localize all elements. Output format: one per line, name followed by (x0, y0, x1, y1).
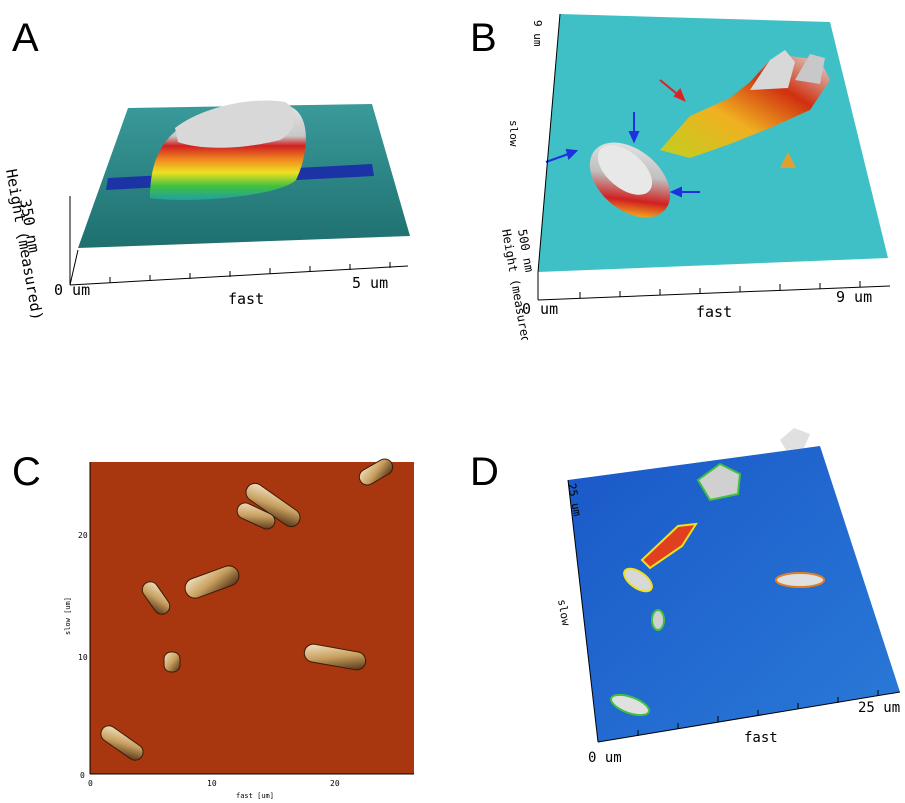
axis-x-start: 0 um (54, 281, 90, 299)
y-tick-0: 0 (80, 771, 85, 780)
axis-y-end: 9 um (531, 20, 544, 47)
axis-y-label: slow (507, 120, 520, 147)
bacteria (610, 428, 825, 717)
axis-x-label: fast (696, 303, 732, 321)
red-arrow (659, 79, 686, 102)
panel-letter-c: C (12, 450, 41, 494)
axis-y-label: slow (555, 598, 572, 627)
x-tick-20: 20 (330, 779, 340, 788)
surface-plane (568, 446, 900, 742)
axis-x-end: 25 um (858, 700, 900, 716)
axis-x-start: 0 um (588, 750, 622, 766)
panel-c-amplitude-image: 20 10 0 slow [um] 0 10 20 fast [um] (64, 458, 414, 800)
axis-x-label: fast [um] (236, 792, 274, 800)
panel-letter-d: D (470, 450, 499, 494)
axis-x-end: 5 um (352, 274, 388, 292)
panel-d-3d-surface: 25 um slow 0 um 25 um fast (555, 428, 900, 766)
x-tick-10: 10 (207, 779, 217, 788)
bacteria (100, 458, 394, 761)
x-tick-0: 0 (88, 779, 93, 788)
panel-letter-b: B (470, 16, 497, 60)
blue-arrows (545, 112, 700, 198)
axis-x-label: fast (744, 730, 778, 746)
axis-x-start: 0 um (522, 300, 558, 318)
panel-letter-a: A (12, 16, 39, 60)
axis-y-label: slow [um] (64, 597, 72, 635)
y-tick-10: 10 (78, 653, 88, 662)
panel-a-3d-surface: 350 nm Height (measured) 0 um 5 um fast (2, 100, 410, 322)
axis-x-label: fast (228, 290, 264, 308)
axis-x-end: 9 um (836, 288, 872, 306)
axis-y-end: 25 um (565, 482, 584, 517)
y-tick-20: 20 (78, 531, 88, 540)
particle (780, 152, 796, 168)
panel-b-3d-surface: 9 um slow 500 nm Height (measured) 0 um … (499, 13, 891, 340)
